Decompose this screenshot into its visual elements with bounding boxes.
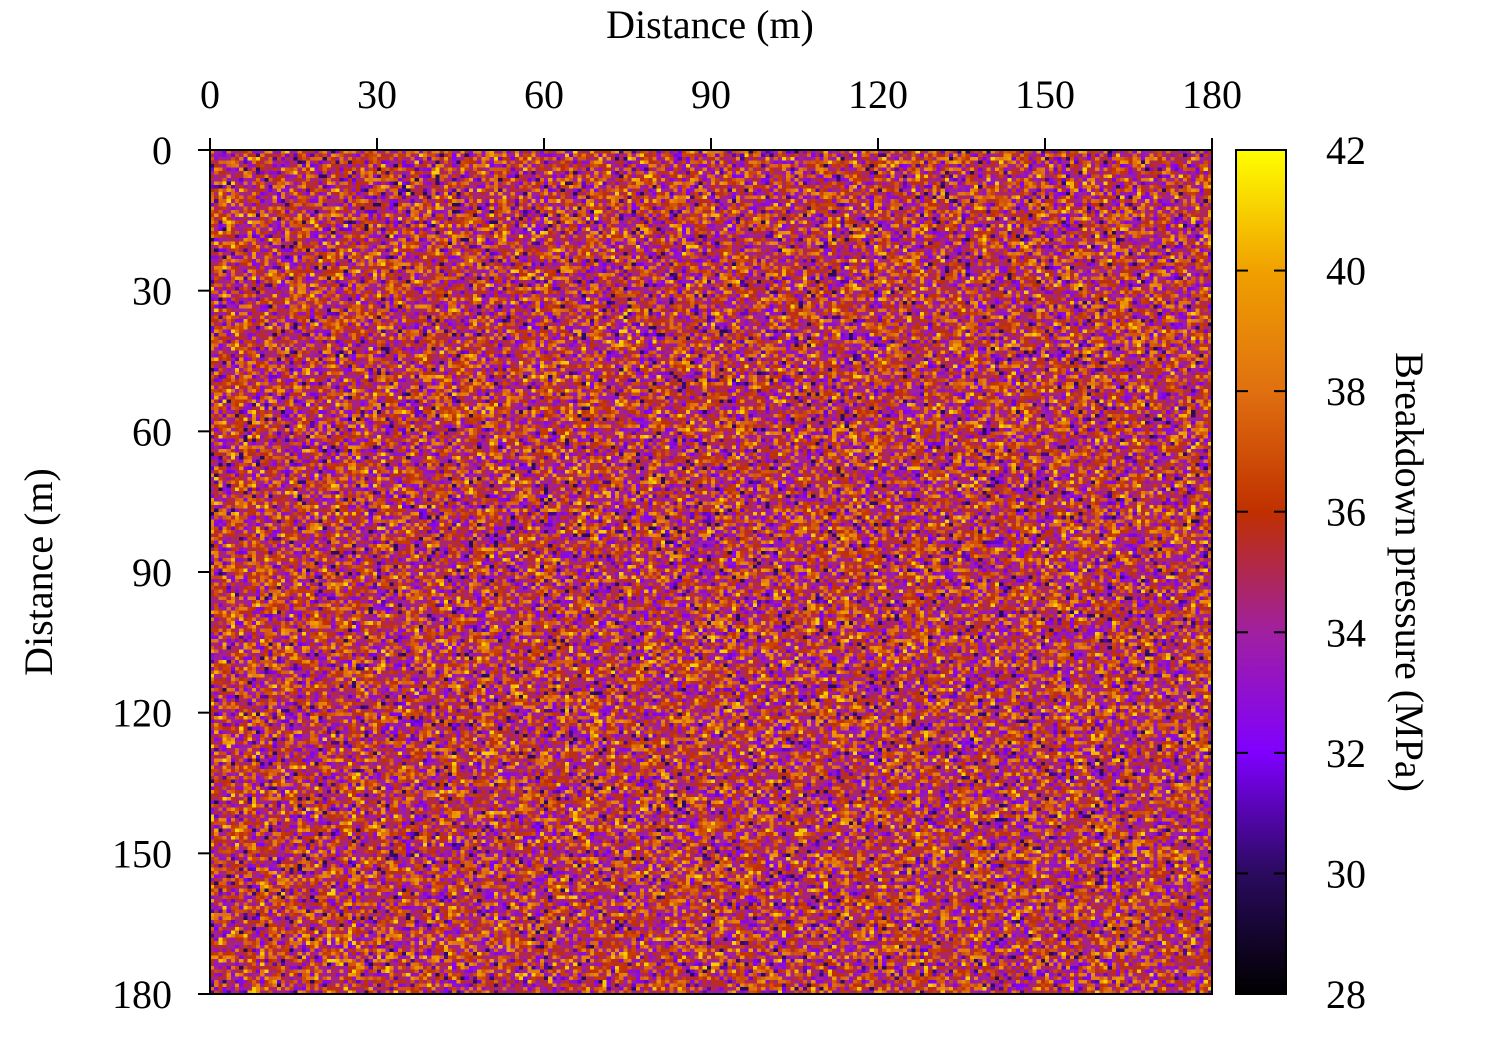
- y-axis-label: Distance (m): [16, 468, 61, 676]
- x-tick-label: 150: [1015, 72, 1075, 117]
- colorbar-tick-label: 32: [1326, 731, 1366, 776]
- colorbar-tick-label: 42: [1326, 128, 1366, 173]
- colorbar-tick-label: 28: [1326, 972, 1366, 1017]
- y-tick-label: 90: [132, 550, 172, 595]
- y-axis-ticks: 0 30 60 90 120 150 180: [112, 128, 210, 1017]
- x-tick-label: 30: [357, 72, 397, 117]
- y-tick-label: 0: [152, 128, 172, 173]
- heatmap-field: [210, 150, 1212, 994]
- y-tick-label: 180: [112, 972, 172, 1017]
- x-axis-label: Distance (m): [606, 2, 814, 47]
- x-tick-label: 90: [691, 72, 731, 117]
- colorbar-tick-label: 34: [1326, 610, 1366, 655]
- x-axis-ticks: 0 30 60 90 120 150 180: [200, 72, 1242, 150]
- y-tick-label: 150: [112, 831, 172, 876]
- x-tick-label: 180: [1182, 72, 1242, 117]
- colorbar-tick-label: 40: [1326, 249, 1366, 294]
- y-tick-label: 60: [132, 409, 172, 454]
- colorbar-tick-label: 38: [1326, 369, 1366, 414]
- x-tick-label: 120: [848, 72, 908, 117]
- colorbar-ticks: 28 30 32 34 36 38 40 42: [1236, 128, 1366, 1017]
- x-tick-label: 60: [524, 72, 564, 117]
- x-tick-label: 0: [200, 72, 220, 117]
- colorbar: [1235, 149, 1287, 995]
- y-tick-label: 120: [112, 691, 172, 736]
- colorbar-tick-label: 30: [1326, 851, 1366, 896]
- y-tick-label: 30: [132, 269, 172, 314]
- colorbar-tick-label: 36: [1326, 490, 1366, 535]
- colorbar-label: Breakdown pressure (MPa): [1387, 352, 1432, 792]
